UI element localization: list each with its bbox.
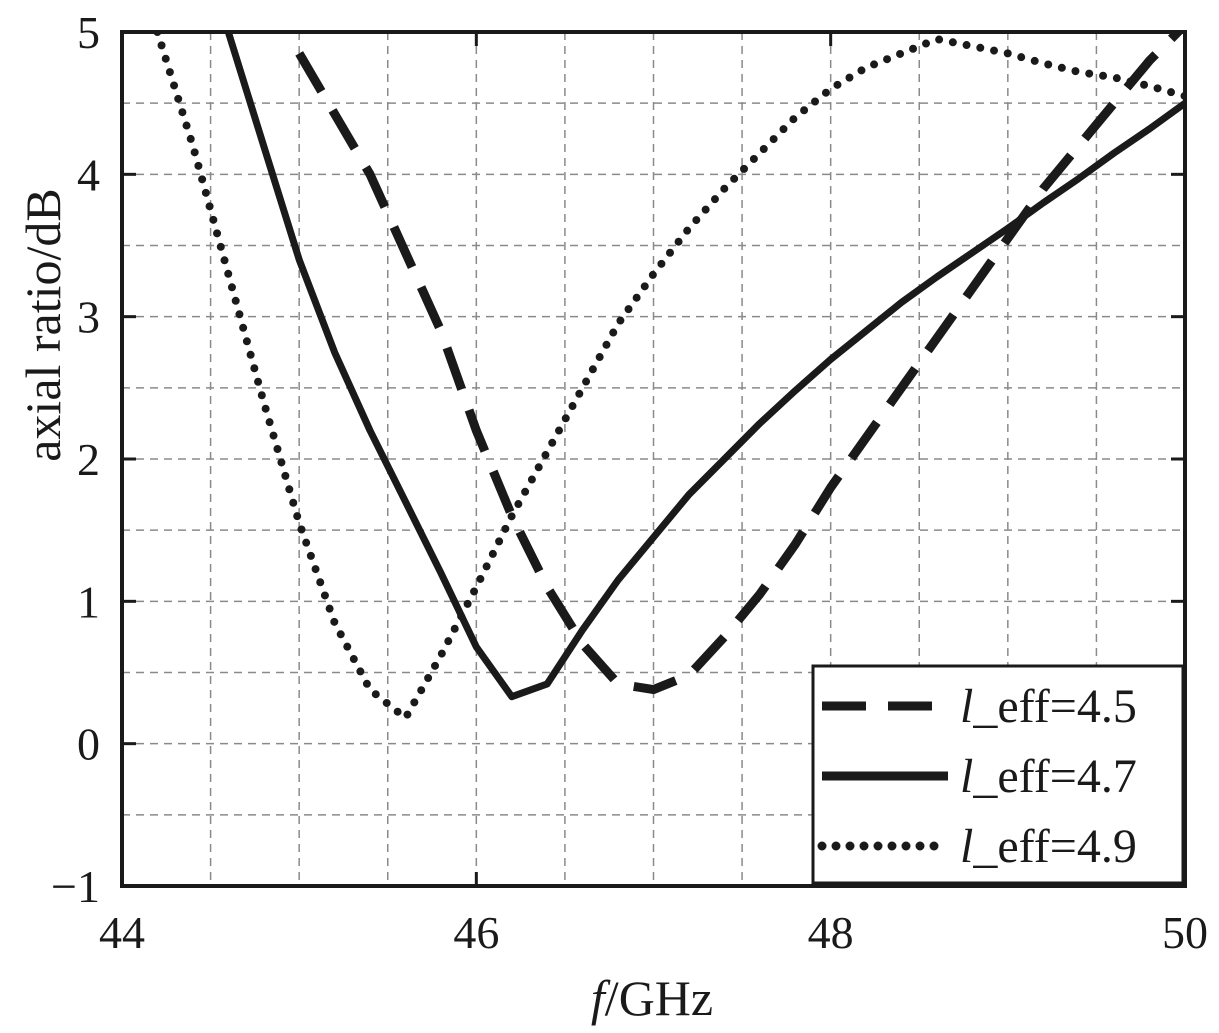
series-line-3 [153,32,1185,722]
x-tick-label: 44 [99,907,145,958]
y-tick-label: −1 [51,861,100,912]
x-axis-title: f/GHz [591,970,713,1026]
y-axis-title: axial ratio/dB [15,188,71,462]
x-tick-label: 50 [1162,907,1208,958]
y-tick-label: 2 [77,434,100,485]
y-tick-label: 4 [77,149,100,200]
legend-label-1: l_eff=4.5 [960,680,1137,733]
series-line-2 [224,32,1185,701]
series-line-1 [295,32,1185,695]
y-tick-label: 3 [77,292,100,343]
legend: l_eff=4.5 l_eff=4.7 l_eff=4.9 [811,664,1185,885]
y-tick-label: 1 [77,576,100,627]
x-tick-label: 46 [453,907,499,958]
legend-label-2: l_eff=4.7 [960,750,1137,803]
y-tick-label: 5 [77,7,100,58]
legend-label-3: l_eff=4.9 [960,820,1137,873]
y-tick-label: 0 [77,719,100,770]
x-tick-label: 48 [808,907,854,958]
series-layer [153,32,1185,722]
grid [122,32,1185,886]
tick-labels: 44 46 48 50 −1 0 1 2 3 4 5 [51,7,1208,958]
